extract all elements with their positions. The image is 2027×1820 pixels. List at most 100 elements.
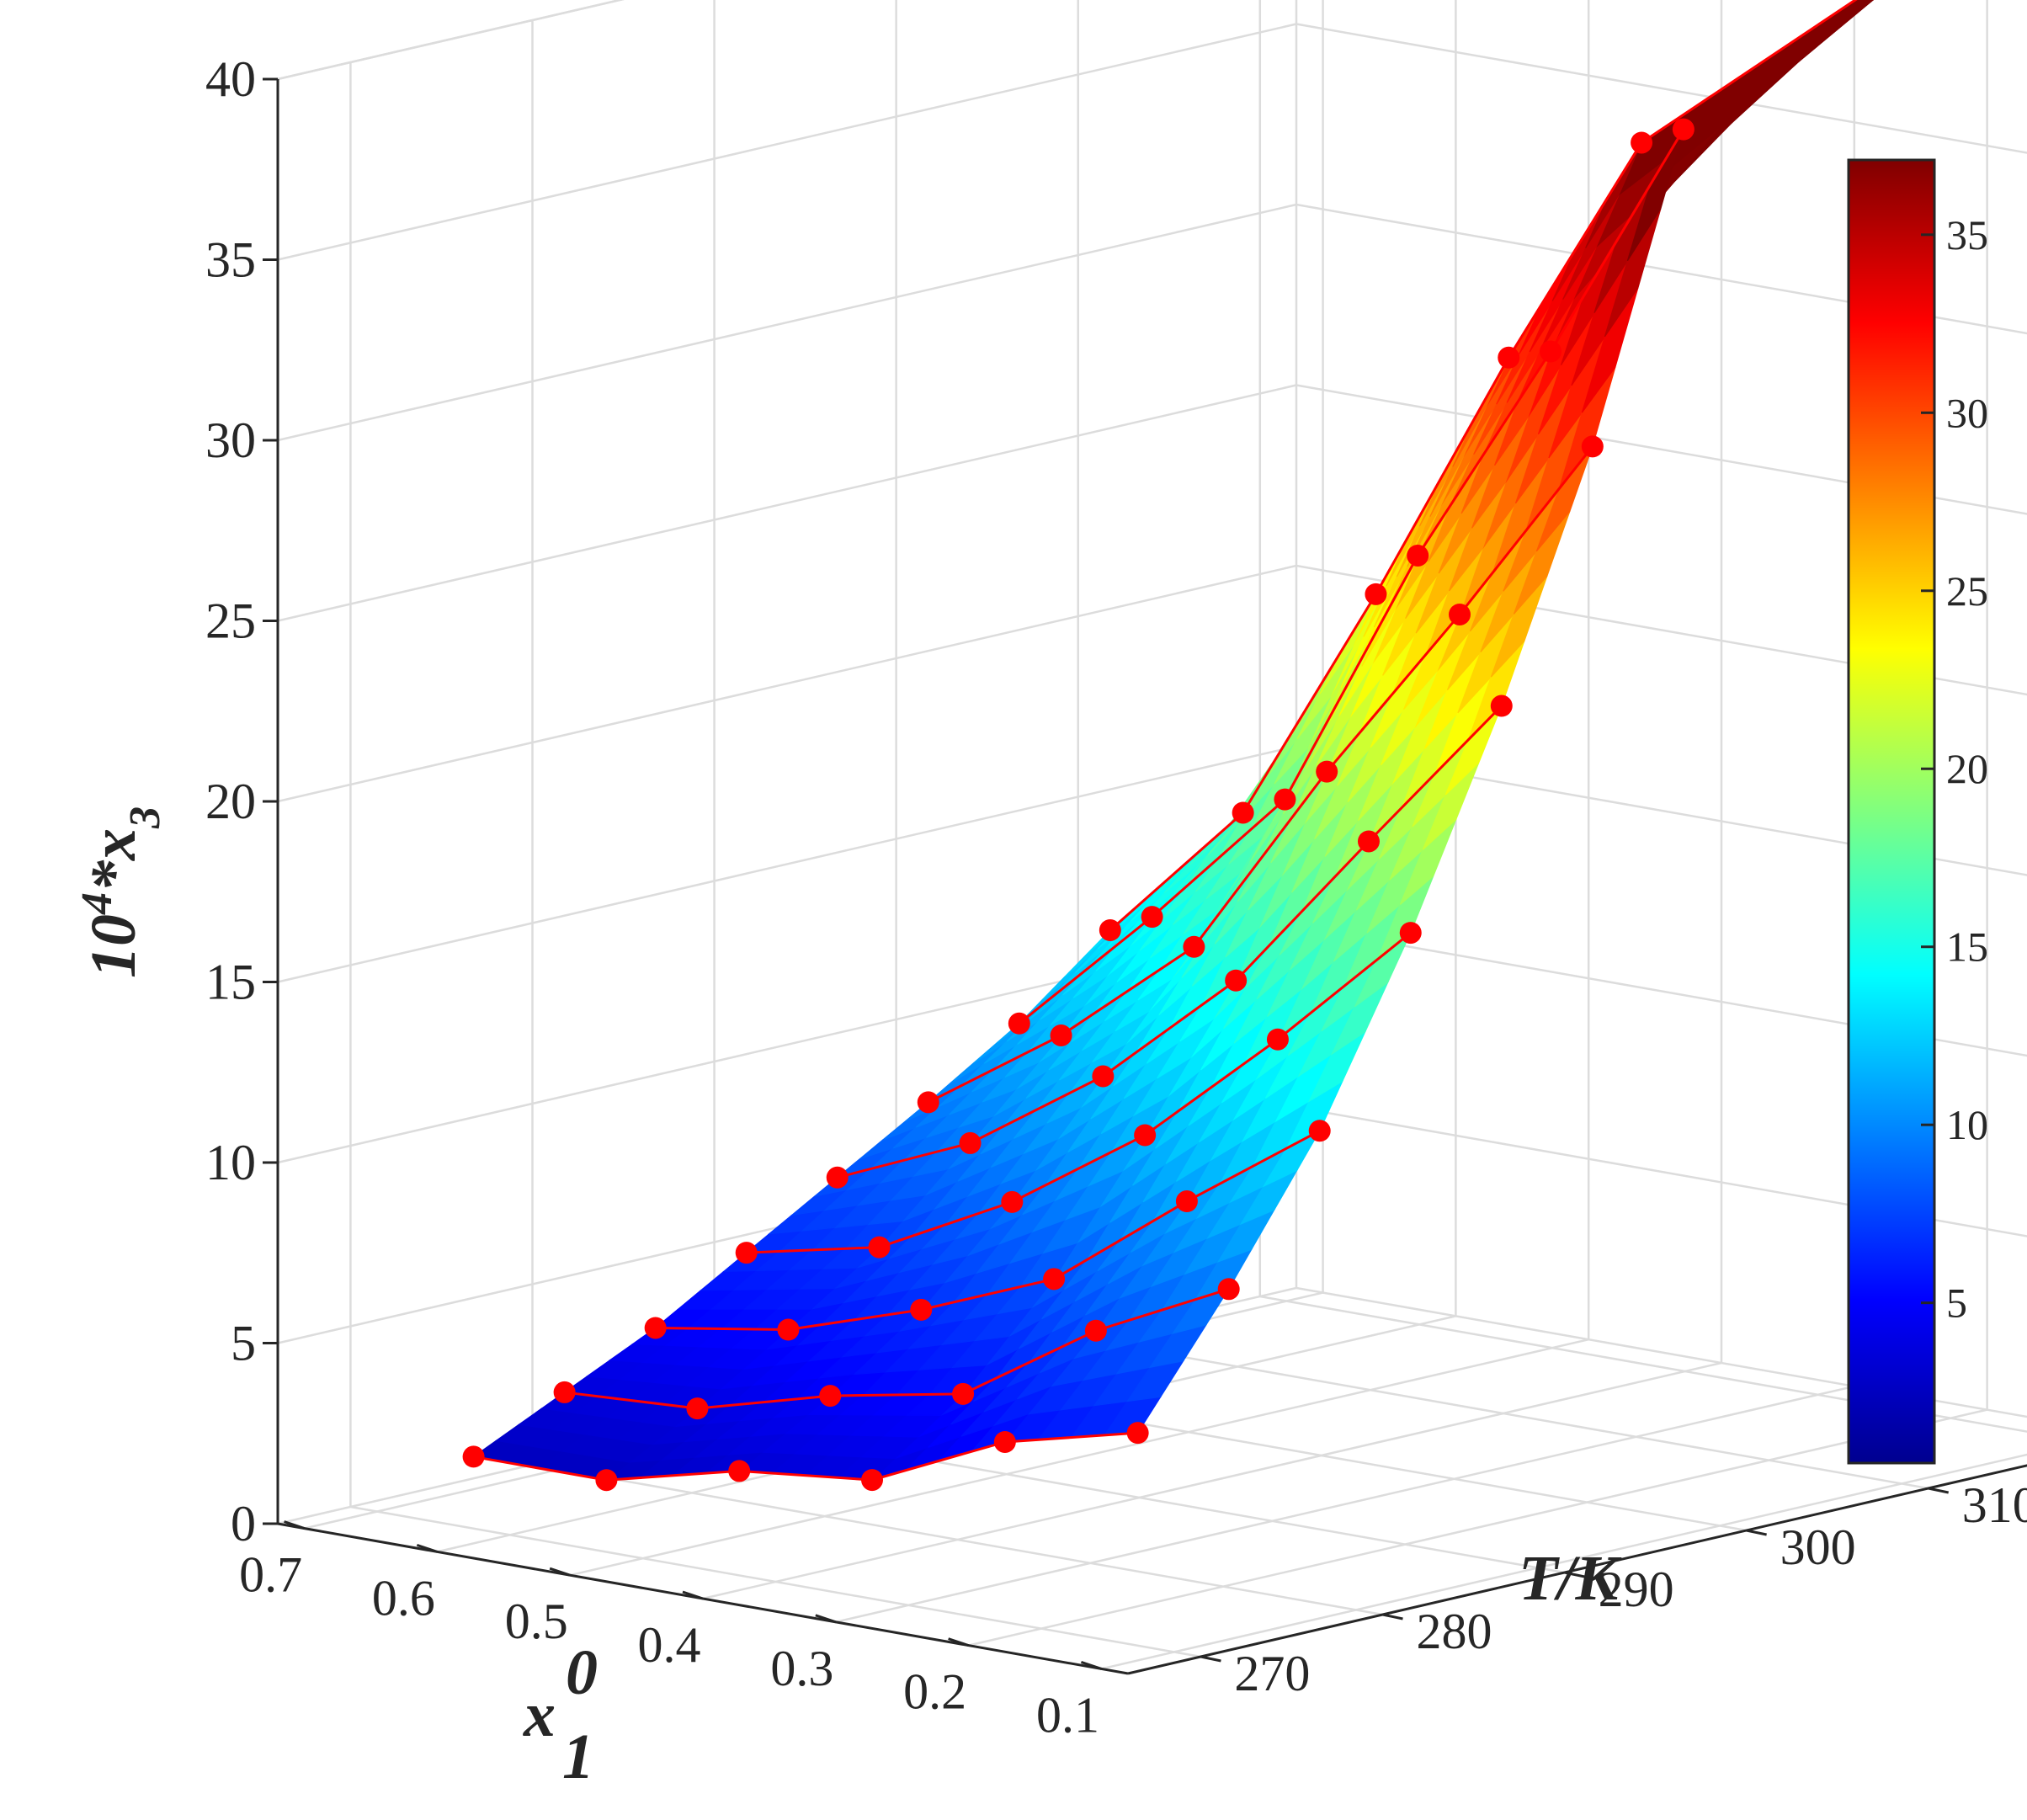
z-tick-label: 5: [231, 1316, 256, 1371]
y-tick-mark: [1564, 1571, 1585, 1578]
series-line: [746, 931, 1412, 1254]
z-tick-label: 30: [205, 412, 256, 468]
x-tick-mark: [416, 1543, 438, 1553]
colorbar-tick-label: 30: [1946, 389, 1988, 436]
y-tick-mark: [1746, 1529, 1767, 1536]
y-tick-label: 310: [1962, 1477, 2027, 1533]
colorbar: [1847, 158, 1936, 1465]
series-line: [564, 1287, 1230, 1410]
y-axis-label: T/K: [1519, 1543, 1622, 1614]
surface-patch: [1871, 0, 1875, 2]
x-tick-mark: [815, 1614, 837, 1624]
grid-edge: [277, 0, 625, 81]
colorbar-tick-label: 5: [1946, 1280, 1967, 1327]
data-point: [644, 1317, 667, 1339]
y-tick-label: 280: [1417, 1604, 1492, 1659]
x-axis-label-sub: 1: [562, 1722, 594, 1792]
data-point: [1631, 131, 1653, 154]
data-point: [1357, 830, 1380, 853]
y-tick-label: 270: [1234, 1646, 1310, 1701]
z-tick-label: 10: [205, 1135, 256, 1190]
data-point: [1134, 1124, 1157, 1147]
grid-line-left-wall: [277, 745, 1297, 983]
z-axis-label-sub: 3: [121, 806, 169, 829]
z-tick-label: 25: [205, 593, 256, 649]
data-point: [1365, 583, 1387, 605]
series-line: [1641, 0, 1858, 144]
data-point: [1099, 918, 1121, 941]
grid-line-floor: [1077, 1337, 1929, 1490]
data-point: [1092, 1065, 1115, 1088]
data-point: [1008, 1012, 1030, 1035]
grid-line-floor: [350, 1505, 1201, 1658]
data-point: [1001, 1190, 1024, 1213]
grid-line-floor: [1259, 1295, 2027, 1433]
data-point: [1141, 906, 1163, 929]
data-point: [952, 1382, 975, 1405]
data-point: [868, 1236, 891, 1259]
series-line: [928, 445, 1594, 1104]
data-point: [1084, 1319, 1107, 1342]
series-line: [837, 705, 1503, 1179]
tick-labels: 0 5 10 15 20 25 30 35 40 0.7 0.6 0.5 0.4 0.3 0.2 0.1 270…: [205, 51, 2027, 1743]
data-point: [1126, 1422, 1149, 1445]
grid-line-floor: [1101, 1453, 2027, 1670]
grid-line-left-wall: [277, 203, 1297, 442]
x-tick-mark: [549, 1567, 571, 1577]
data-point: [777, 1318, 800, 1341]
data-point: [1043, 1268, 1066, 1290]
grid-line-floor: [702, 1361, 1722, 1600]
data-point: [861, 1469, 884, 1492]
z-axis-label-rest: *x: [78, 828, 149, 892]
x-tick-label: 0.3: [770, 1641, 833, 1696]
data-point: [1050, 1024, 1072, 1046]
y-tick-mark: [1200, 1655, 1221, 1663]
data-point: [1540, 340, 1562, 363]
series-line: [655, 1129, 1321, 1332]
data-point: [1672, 118, 1694, 141]
y-tick-mark: [1382, 1613, 1403, 1620]
z-tick-label: 20: [205, 774, 256, 829]
data-point: [1225, 969, 1248, 992]
y-tick-mark: [1928, 1487, 1950, 1494]
x-tick-label: 0.7: [239, 1547, 302, 1603]
x-tick-label: 0.4: [638, 1617, 701, 1673]
data-markers: [462, 118, 1694, 1492]
z-axis-label: 104*x3: [73, 806, 169, 978]
x-tick-mark: [948, 1637, 970, 1647]
data-point: [1266, 1028, 1289, 1051]
colorbar-tick-label: 35: [1946, 211, 1988, 258]
data-point: [1490, 694, 1513, 717]
data-point: [826, 1166, 849, 1189]
data-point: [1581, 435, 1604, 458]
grid-line-left-wall: [277, 384, 1297, 622]
colorbar-tick-label: 20: [1946, 745, 1988, 792]
data-point: [1175, 1190, 1198, 1213]
x-tick-mark: [682, 1590, 704, 1600]
x-tick-label: 0.6: [372, 1570, 435, 1626]
grid-line-back-wall: [1295, 925, 2027, 1057]
x-tick-mark: [284, 1520, 306, 1530]
grid-line-left-wall: [277, 0, 625, 81]
data-point: [462, 1445, 485, 1468]
grid-line-back-wall: [1295, 384, 2027, 515]
series-line: [473, 1431, 1138, 1482]
data-point: [735, 1242, 758, 1264]
y-tick-label: 290: [1599, 1562, 1674, 1617]
data-point: [1183, 935, 1205, 958]
surface-patch: [1797, 0, 1875, 63]
grid-line-back-wall: [1295, 203, 2027, 335]
data-point: [1274, 788, 1296, 811]
x-axis-label-sup: 0: [566, 1637, 598, 1708]
z-tick-label: 40: [205, 51, 256, 107]
data-point: [553, 1381, 576, 1403]
z-axis-label-base: 10: [78, 914, 149, 978]
data-point: [1316, 760, 1338, 783]
data-point: [728, 1460, 751, 1482]
data-point: [595, 1469, 618, 1492]
grid-line-floor: [968, 1408, 1987, 1647]
data-lines: [473, 0, 1858, 1482]
series-line: [1018, 128, 1685, 1024]
data-point: [1498, 346, 1520, 369]
